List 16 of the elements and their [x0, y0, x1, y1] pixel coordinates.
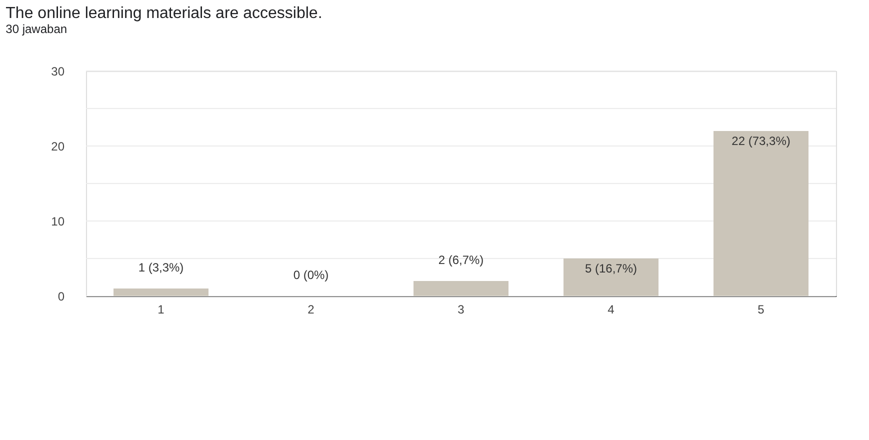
data-label: 5 (16,7%): [584, 262, 638, 276]
x-tick-label: 1: [158, 302, 165, 316]
x-tick-label: 5: [758, 302, 765, 316]
chart-title: The online learning materials are accessible.: [6, 5, 322, 22]
y-tick-label: 0: [58, 290, 65, 304]
data-label: 22 (73,3%): [732, 134, 790, 148]
y-tick-label: 30: [51, 64, 65, 78]
y-tick-label: 20: [51, 140, 65, 154]
x-tick-label: 4: [608, 302, 615, 316]
y-tick-label: 10: [51, 214, 65, 228]
x-tick-label: 2: [308, 302, 315, 316]
chart-subtitle: 30 jawaban: [6, 22, 68, 36]
x-tick-label: 3: [458, 302, 465, 316]
data-label: 2 (6,7%): [438, 253, 484, 267]
data-label: 1 (3,3%): [138, 260, 184, 274]
data-label: 0 (0%): [293, 268, 329, 282]
